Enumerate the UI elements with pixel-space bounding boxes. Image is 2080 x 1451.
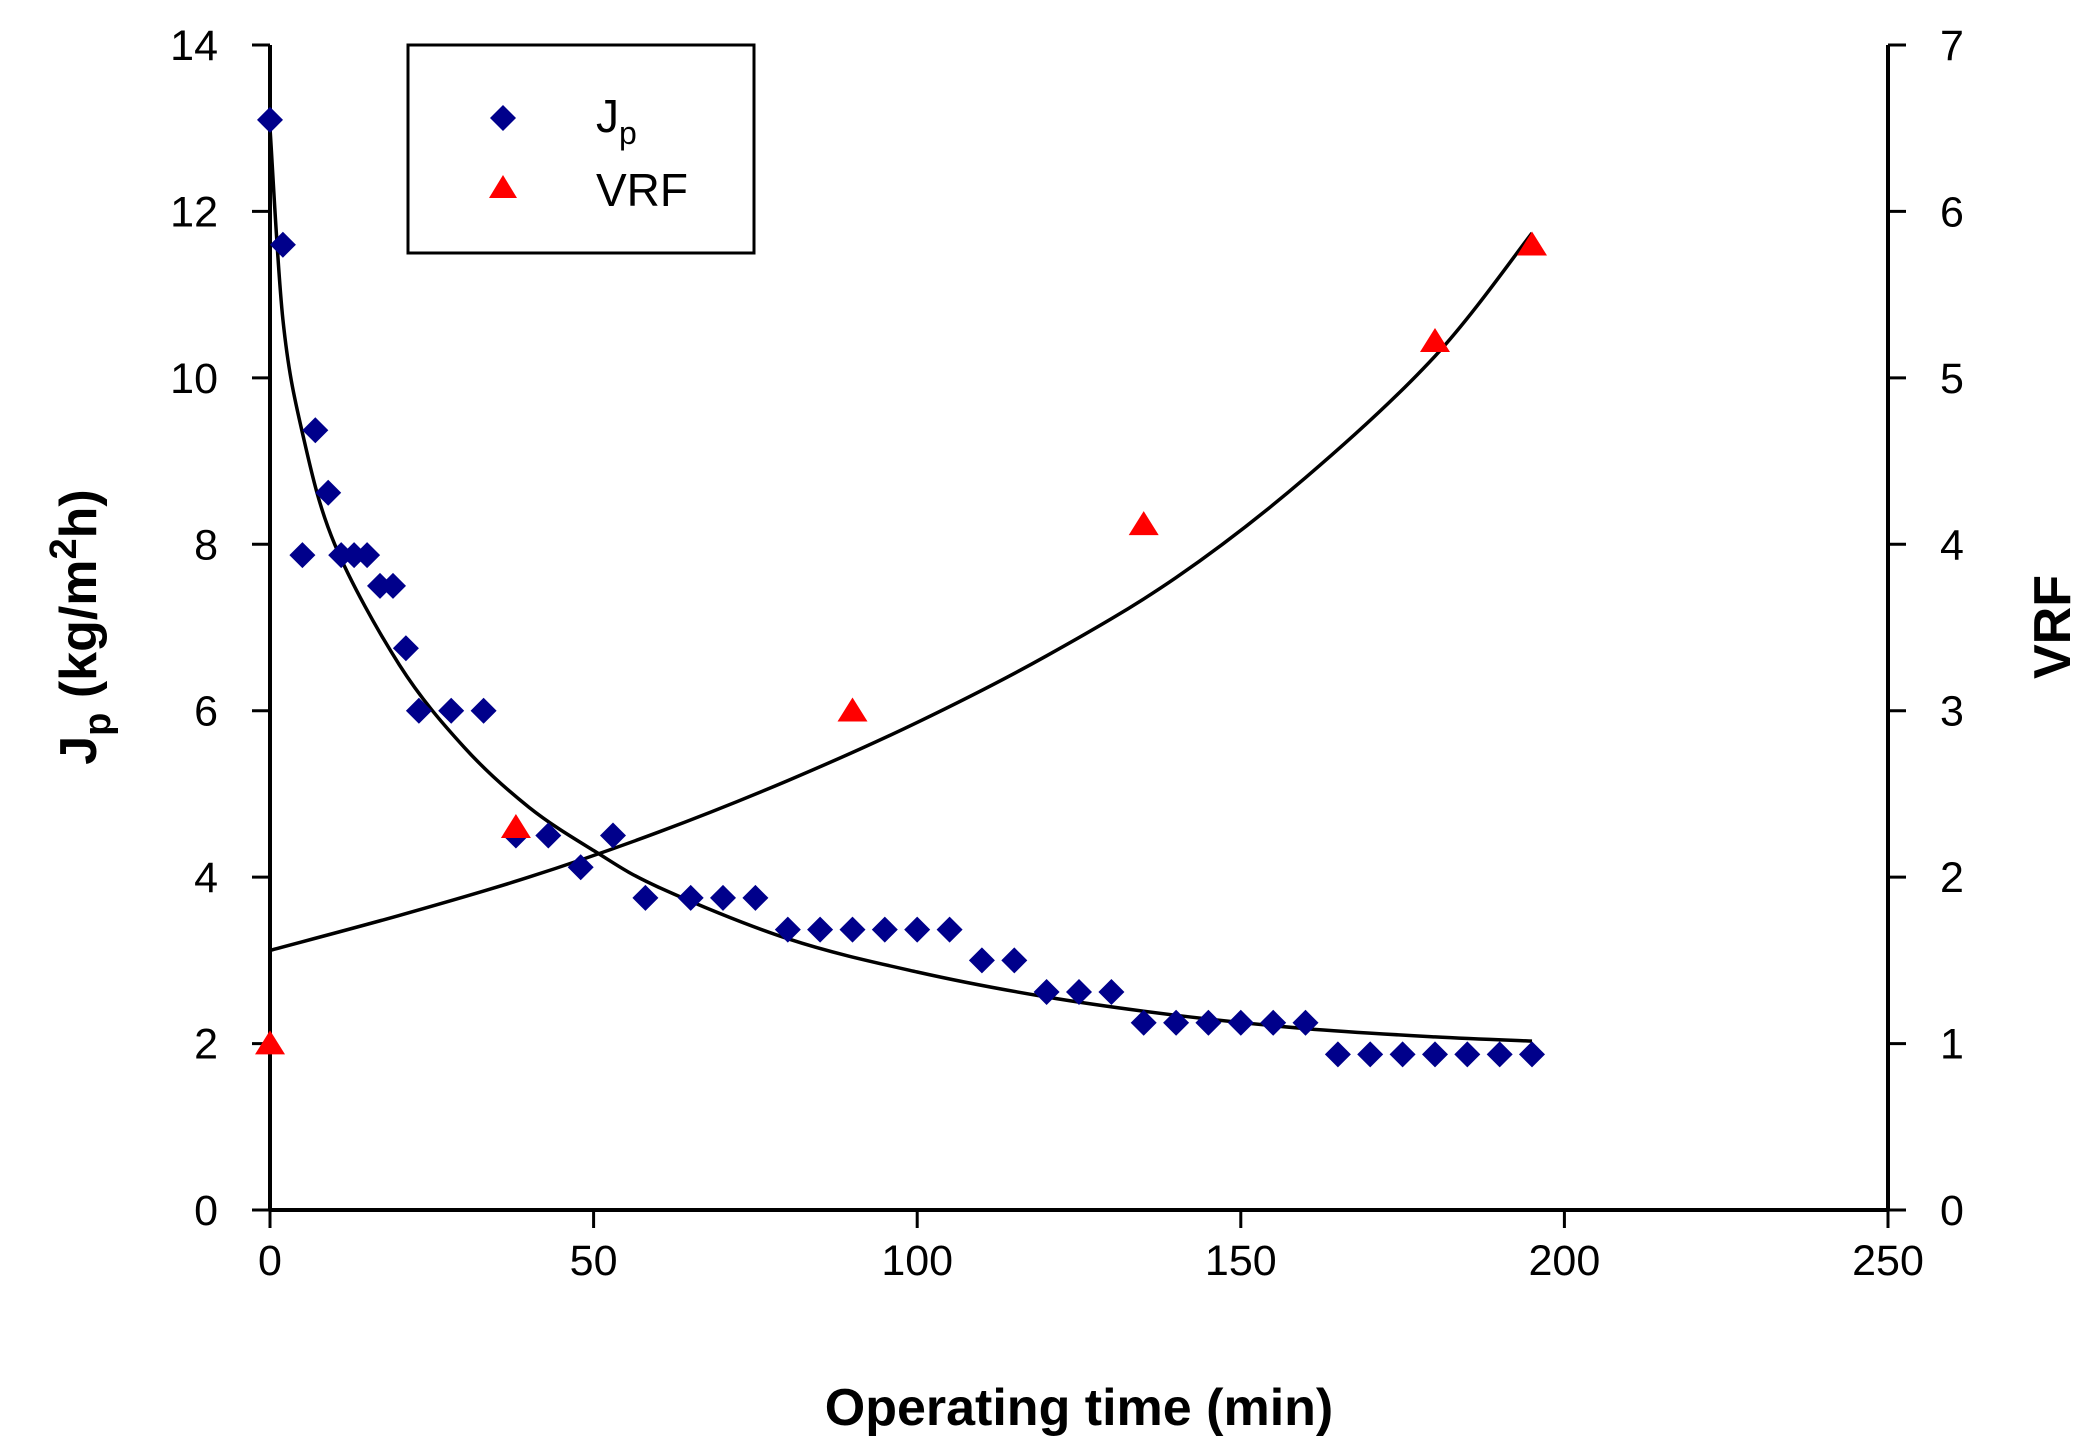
x-tick-label-0: 0 xyxy=(258,1237,282,1285)
jp-point-7 xyxy=(354,542,381,569)
y-right-axis-ticks: 0 1 2 3 4 5 6 7 xyxy=(1888,22,1964,1235)
jp-point-27 xyxy=(936,916,963,943)
jp-point-28 xyxy=(968,947,995,974)
jp-point-33 xyxy=(1130,1009,1157,1036)
plot-frame xyxy=(268,45,1890,1212)
x-tick-label-250: 250 xyxy=(1852,1237,1924,1285)
y-right-tick-label-1: 1 xyxy=(1940,1021,1964,1069)
jp-point-0 xyxy=(257,106,283,133)
y-right-tick-label-7: 7 xyxy=(1940,22,1964,70)
jp-point-26 xyxy=(904,916,931,943)
y-right-axis-title: VRF xyxy=(2024,575,2080,679)
jp-point-17 xyxy=(600,822,626,849)
y-left-axis-ticks: 0 2 4 6 8 10 12 14 xyxy=(170,22,270,1235)
jp-point-39 xyxy=(1324,1041,1351,1068)
vrf-point-3 xyxy=(1128,511,1159,536)
vrf-point-4 xyxy=(1420,328,1450,352)
legend-box xyxy=(406,43,756,255)
jp-fit-line xyxy=(268,128,1533,1043)
jp-point-19 xyxy=(677,884,704,911)
y-left-tick-label-6: 6 xyxy=(194,688,218,736)
jp-point-15 xyxy=(535,822,562,849)
legend-label-jp: Jp xyxy=(596,90,637,151)
vrf-point-0 xyxy=(255,1030,285,1055)
data-marks xyxy=(255,106,1547,1068)
jp-point-2 xyxy=(289,542,316,569)
y-right-tick-label-0: 0 xyxy=(1940,1187,1964,1235)
jp-point-24 xyxy=(839,916,866,943)
y-left-tick-label-4: 4 xyxy=(194,854,218,902)
vrf-fit-line xyxy=(269,232,1534,953)
jp-point-16 xyxy=(567,854,594,881)
jp-point-20 xyxy=(710,884,736,911)
x-tick-label-150: 150 xyxy=(1205,1237,1277,1285)
jp-point-37 xyxy=(1260,1009,1287,1036)
legend-marker-jp xyxy=(490,105,516,131)
y-left-tick-label-8: 8 xyxy=(194,521,218,569)
jp-point-21 xyxy=(742,884,769,911)
vrf-point-1 xyxy=(500,814,531,838)
vrf-point-2 xyxy=(837,697,868,722)
jp-point-9 xyxy=(380,572,406,599)
legend-label-vrf: VRF xyxy=(596,164,688,216)
x-tick-label-50: 50 xyxy=(570,1237,618,1285)
vrf-point-5 xyxy=(1517,231,1547,256)
jp-point-38 xyxy=(1292,1009,1319,1036)
x-axis-title: Operating time (min) xyxy=(825,1379,1333,1437)
jp-point-40 xyxy=(1357,1041,1384,1068)
jp-point-4 xyxy=(315,479,342,506)
jp-point-3 xyxy=(302,417,329,444)
jp-point-18 xyxy=(632,884,659,911)
jp-point-12 xyxy=(438,697,465,724)
y-left-tick-label-10: 10 xyxy=(170,355,218,403)
jp-point-10 xyxy=(392,635,419,662)
jp-point-35 xyxy=(1195,1009,1222,1036)
jp-point-32 xyxy=(1098,979,1125,1005)
jp-point-36 xyxy=(1227,1009,1254,1036)
y-right-tick-label-5: 5 xyxy=(1940,355,1964,403)
jp-point-41 xyxy=(1389,1041,1416,1068)
legend-marker-vrf xyxy=(489,175,517,198)
jp-point-31 xyxy=(1066,979,1092,1005)
jp-point-43 xyxy=(1454,1041,1481,1068)
jp-point-29 xyxy=(1001,947,1028,974)
y-right-tick-label-4: 4 xyxy=(1940,521,1964,569)
x-tick-label-100: 100 xyxy=(881,1237,953,1285)
jp-point-13 xyxy=(470,697,497,724)
y-left-tick-label-12: 12 xyxy=(170,188,218,236)
jp-point-30 xyxy=(1033,979,1060,1005)
y-left-tick-label-2: 2 xyxy=(194,1021,218,1069)
y-right-tick-label-6: 6 xyxy=(1940,188,1964,236)
y-right-tick-label-3: 3 xyxy=(1940,688,1964,736)
y-left-tick-label-0: 0 xyxy=(194,1187,218,1235)
x-axis-ticks: 0 50 100 150 200 250 xyxy=(258,1210,1924,1285)
jp-point-1 xyxy=(269,231,296,258)
y-left-tick-label-14: 14 xyxy=(170,22,218,70)
legend: Jp VRF xyxy=(406,43,756,255)
jp-point-23 xyxy=(807,916,834,943)
jp-point-11 xyxy=(405,697,432,724)
y-left-axis-title: Jp (kg/m2h) xyxy=(43,489,119,765)
jp-point-42 xyxy=(1422,1041,1448,1068)
x-tick-label-200: 200 xyxy=(1529,1237,1601,1285)
jp-point-44 xyxy=(1486,1041,1513,1068)
y-right-tick-label-2: 2 xyxy=(1940,854,1964,902)
jp-point-22 xyxy=(774,916,801,943)
fit-lines xyxy=(268,128,1534,1043)
jp-point-25 xyxy=(871,916,898,943)
jp-point-34 xyxy=(1163,1009,1190,1036)
jp-point-45 xyxy=(1519,1041,1545,1068)
